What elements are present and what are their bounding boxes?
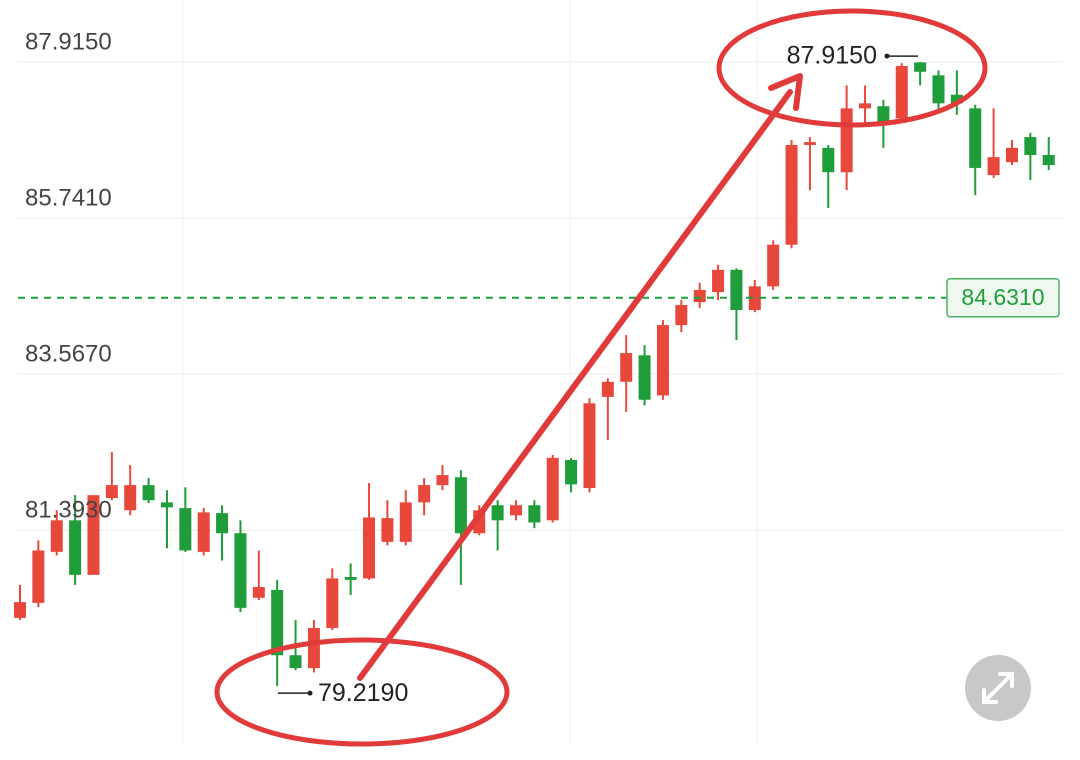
candle-body [528,505,541,523]
candle-body [105,485,118,499]
candle-body [1042,155,1055,166]
candle-body [509,505,522,516]
candle-body [271,589,284,656]
candle-body [14,602,26,618]
candle-body [307,627,320,669]
arrow-line [357,89,793,681]
candle-body [987,157,1000,176]
y-tick-label: 81.3930 [25,496,112,523]
candle-body [785,144,798,245]
candle-body [124,485,137,511]
candle-body [69,520,82,575]
candle-body [840,108,853,173]
candle-body [969,108,982,168]
candle-body [454,477,467,534]
candle-body [822,147,835,173]
candle-body [344,576,357,580]
candle-body [877,106,890,123]
plot-layer: 81.3930 83.5670 85.7410 87.9150 84.6310 87.91… [14,28,1062,707]
candle-body [326,578,339,628]
candle-body [730,269,743,311]
candle-body [895,66,908,119]
candle-body [583,403,596,489]
candle-body [491,505,504,521]
y-tick-label: 87.9150 [25,28,112,55]
candle-body [179,508,192,551]
high-label: 87.9150 [787,42,877,70]
candle-body [32,550,45,603]
candle-body [767,244,780,287]
candle-body [399,502,412,542]
candle-body [601,381,614,397]
last-price-label: 84.6310 [961,284,1044,310]
candle-body [252,587,265,598]
expand-button[interactable] [965,655,1031,721]
candle-body [932,75,945,104]
highlight-ellipse [716,8,988,128]
candle-body [1024,137,1037,156]
candle-body [142,485,155,501]
candle-body [418,485,431,503]
y-tick-label: 85.7410 [25,184,112,211]
candle-body [436,475,449,486]
candle-body [197,512,210,552]
candle-body [546,457,559,521]
arrow-head [768,73,803,111]
annotations [214,8,988,747]
candle-body [289,655,302,669]
candle-body [216,513,229,534]
candle-body [748,286,761,311]
candle-body [1005,147,1018,163]
candle-body [87,495,100,575]
candle-body [638,355,651,400]
candle-body [565,460,578,485]
candle-body [712,269,725,293]
candle-body [859,103,872,109]
candle-body [950,94,963,104]
candle-body [381,518,394,542]
low-label: 79.2190 [318,679,408,707]
last-price-tag [946,278,1060,318]
expand-icon [982,672,1014,704]
y-tick-label: 83.5670 [25,340,112,367]
vertical-grid [182,0,758,745]
candle-body [675,305,688,326]
candle-body [363,517,376,579]
candle-body [234,533,247,608]
low-dot [307,690,313,696]
candle-body [914,62,927,72]
candle-body [620,353,633,382]
highlight-ellipse [214,637,510,747]
candle-body [693,289,706,303]
candle-body [160,502,173,508]
candle-body [50,520,63,552]
candle-body [656,325,669,396]
candle-body [803,142,816,145]
